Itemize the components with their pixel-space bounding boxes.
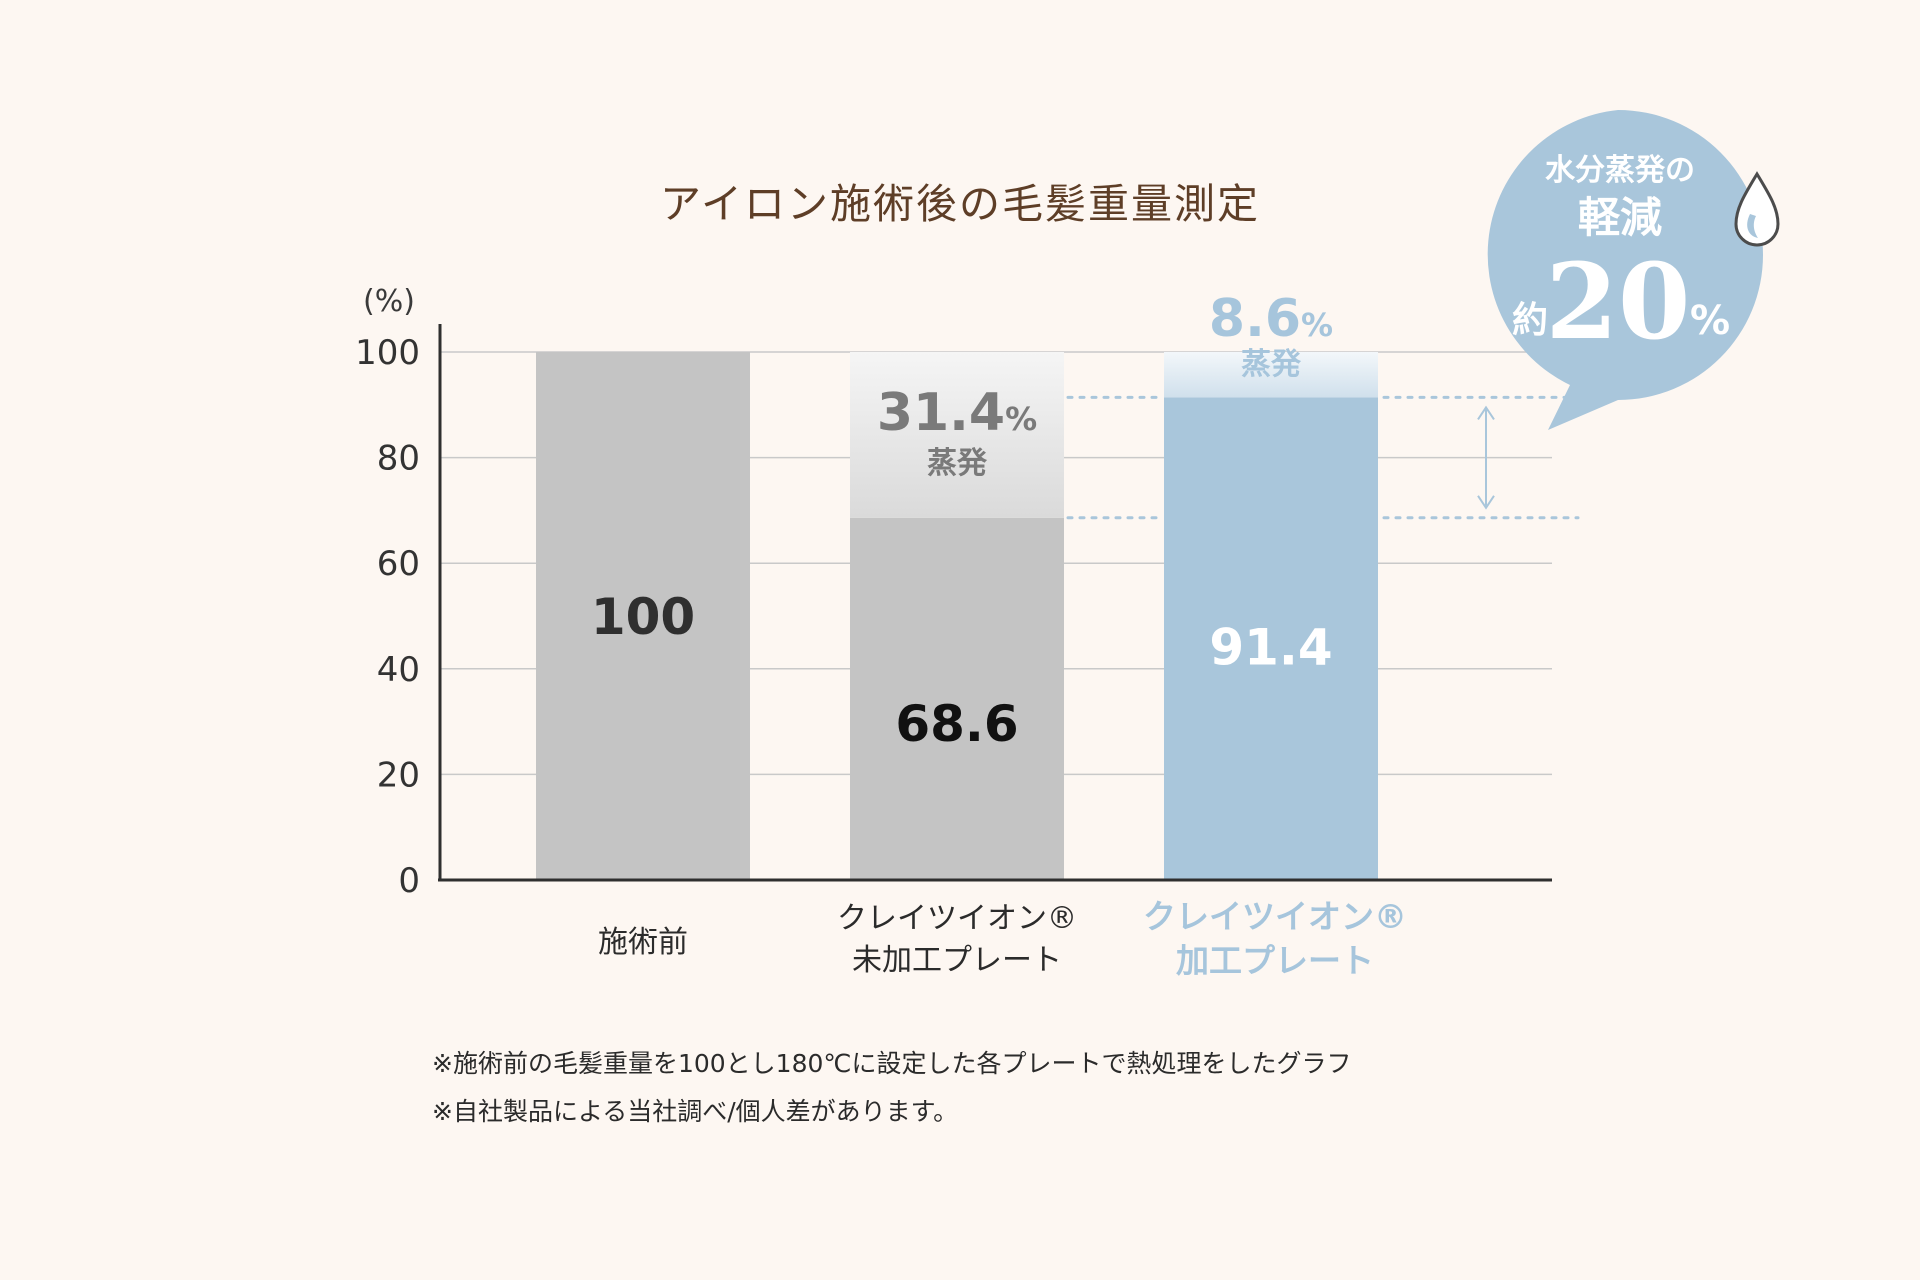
y-axis-unit: (%) [363,284,415,319]
guide-arrow-head-up [1477,405,1495,420]
bar-value-label-1: 68.6 [895,695,1018,753]
y-tick-label-40: 40 [377,650,420,690]
callout-bubble-shape [1487,110,1763,430]
callout-line2: 軽減 [1578,193,1662,242]
y-tick-label-100: 100 [355,333,420,373]
category-label-unprocessed-line1: クレイツイオン® [837,901,1077,936]
bar-value-label-2: 91.4 [1209,619,1332,677]
comparison-guide [1066,395,1580,520]
bar-1 [850,517,1064,880]
y-tick-label-60: 60 [377,544,420,584]
callout-number: 20 [1546,240,1691,363]
category-label-processed-line2: 加工プレート [1176,941,1374,980]
bar-evap-1 [850,352,1064,518]
footnote-1: ※施術前の毛髪重量を100とし180℃に設定した各プレートで熱処理をしたグラフ [432,1049,1351,1078]
footnote-2: ※自社製品による当社調べ/個人差があります。 [432,1097,958,1126]
y-tick-label-80: 80 [377,439,420,479]
callout-bubble: 水分蒸発の 軽減 約 20 % [1487,110,1780,430]
guide-arrow-head-down [1477,495,1495,510]
category-label-processed-line1: クレイツイオン® [1143,897,1407,936]
evap-label-processed-word: 蒸発 [1241,347,1302,382]
bar-0 [536,352,750,880]
callout-line1: 水分蒸発の [1545,153,1695,188]
bar-2 [1164,397,1378,880]
bar-evap-2 [1164,352,1378,398]
chart-title: アイロン施術後の毛髪重量測定 [660,180,1260,228]
evap-label-processed-pct: 8.6% [1209,289,1333,349]
callout-prefix: 約 [1512,300,1548,341]
y-tick-label-20: 20 [377,755,420,795]
category-label-unprocessed-line2: 未加工プレート [852,943,1062,978]
evap-label-unprocessed-word: 蒸発 [927,446,988,481]
bars [536,352,1378,880]
water-drop-icon [1734,171,1780,247]
y-tick-labels: 0 20 40 60 80 100 [355,333,420,901]
y-tick-label-0: 0 [398,861,420,901]
category-label-before: 施術前 [598,925,688,960]
callout-suffix: % [1690,298,1730,344]
bar-value-label-0: 100 [591,588,695,646]
